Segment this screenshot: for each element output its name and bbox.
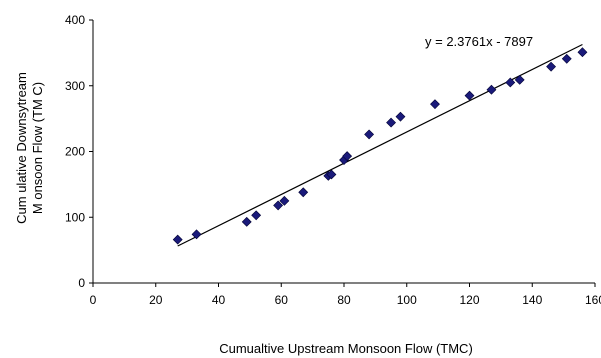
trendline-layer [177,43,583,247]
y-tick-label: 200 [65,145,85,159]
data-point [364,129,375,140]
y-tick-label: 400 [65,13,85,27]
data-point [298,187,309,198]
data-point [486,84,497,95]
data-point [241,216,252,227]
data-point [273,200,284,211]
data-point [342,151,353,162]
data-point [464,90,475,101]
data-point [251,210,262,221]
x-tick-label: 100 [397,293,417,307]
x-tick-label: 20 [149,293,163,307]
x-tick-label: 40 [212,293,226,307]
data-point [514,74,525,85]
x-axis-title: Cumualtive Upstream Monsoon Flow (TMC) [219,341,473,356]
trendline [177,43,583,247]
y-axis-title-line-2: M onsoon Flow (TM C) [30,82,45,214]
data-point [561,53,572,64]
trendline-equation: y = 2.3761x - 7897 [425,34,533,49]
data-point [279,195,290,206]
data-point [546,61,556,72]
data-point [326,169,337,180]
x-tick-label: 160 [585,293,601,307]
data-point [386,117,396,128]
x-tick-label: 120 [459,293,479,307]
data-point [505,77,516,88]
x-tick-label: 60 [275,293,289,307]
x-tick-label: 140 [522,293,542,307]
points-layer [172,47,588,245]
data-point [191,229,202,240]
data-point [395,111,406,122]
y-axis-title-line-1: Cum ulative Downsytream [14,72,29,224]
x-tick-label: 80 [337,293,351,307]
y-axis: 0 100 200 300 400 [65,13,94,290]
y-tick-label: 300 [65,79,85,93]
y-tick-label: 100 [65,210,85,224]
data-point [430,99,440,110]
data-point [172,234,183,245]
x-axis: 0 20 40 60 80 100 120 140 160 [90,282,601,307]
y-tick-label: 0 [78,276,85,290]
x-tick-label: 0 [90,293,97,307]
data-point [577,47,588,58]
